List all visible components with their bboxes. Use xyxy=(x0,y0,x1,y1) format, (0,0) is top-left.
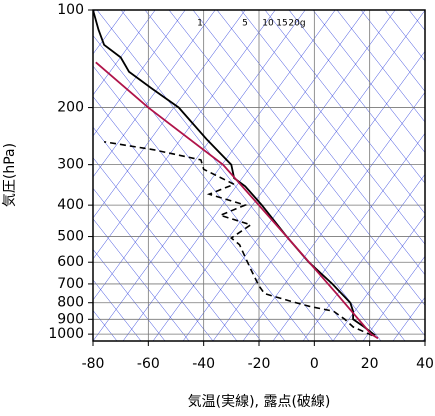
x-tick-label: 0 xyxy=(310,356,319,372)
dry-adiabat xyxy=(240,10,425,245)
moist-line xyxy=(362,255,425,341)
y-tick-label: 700 xyxy=(57,276,84,292)
moist-line xyxy=(93,10,306,301)
moist-line xyxy=(122,10,366,341)
dry-adiabat xyxy=(168,10,425,337)
moist-line xyxy=(93,10,186,137)
x-tick-label: -60 xyxy=(137,356,160,372)
mixing-ratio-label: 20g xyxy=(288,19,305,29)
moist-line xyxy=(272,132,425,341)
dry-adiabat xyxy=(336,10,425,123)
mixing-ratio-label: 5 xyxy=(242,19,248,29)
dry-adiabat xyxy=(93,157,238,341)
dry-adiabat xyxy=(360,10,425,92)
y-tick-label: 900 xyxy=(57,311,84,327)
y-tick-label: 400 xyxy=(57,197,84,213)
dry-adiabat xyxy=(93,248,166,341)
y-tick-label: 800 xyxy=(57,295,84,311)
mixing-ratio-label: 10 xyxy=(262,19,274,29)
profiles xyxy=(93,10,379,340)
x-tick-label: 40 xyxy=(416,356,434,372)
dry-adiabat xyxy=(93,35,334,341)
dry-adiabat xyxy=(96,10,358,341)
dry-adiabat xyxy=(93,96,286,341)
dry-adiabat xyxy=(288,10,425,184)
dry-adiabat xyxy=(120,10,382,341)
profile-line xyxy=(103,141,373,337)
dry-adiabat xyxy=(93,279,142,341)
mixing-ratio-label: 1 xyxy=(197,19,203,29)
dry-adiabat xyxy=(312,10,425,153)
moist-line xyxy=(242,91,425,341)
profile-line xyxy=(95,61,379,340)
plot-frame xyxy=(92,9,426,342)
y-tick-label: 300 xyxy=(57,157,84,173)
moist-line xyxy=(152,10,396,341)
moist-line xyxy=(93,10,216,178)
dry-adiabat xyxy=(93,126,262,341)
x-axis-label: 気温(実線), 露点(破線) xyxy=(188,394,331,410)
moist-line xyxy=(182,10,425,341)
y-tick-label: 500 xyxy=(57,229,84,245)
dry-adiabat xyxy=(93,65,310,341)
dry-adiabat xyxy=(216,10,425,276)
y-tick-label: 200 xyxy=(57,100,84,116)
dry-adiabat xyxy=(408,10,425,31)
x-tick-label: 20 xyxy=(361,356,379,372)
y-tick-label: 600 xyxy=(57,254,84,270)
moist-line xyxy=(302,173,425,341)
x-tick-label: -80 xyxy=(82,356,105,372)
dry-adiabat xyxy=(384,10,425,62)
mixing-ratio-label: 15 xyxy=(276,19,287,29)
moist-line xyxy=(93,10,246,219)
y-tick-label: 100 xyxy=(57,2,84,18)
dry-adiabat xyxy=(93,187,214,341)
dry-adiabat xyxy=(264,10,425,215)
dry-adiabat xyxy=(144,10,406,341)
moist-line xyxy=(93,10,276,260)
x-tick-label: -20 xyxy=(248,356,271,372)
x-tick-label: -40 xyxy=(192,356,215,372)
background-lines xyxy=(93,10,425,341)
moist-line xyxy=(93,10,96,14)
moist-line xyxy=(392,296,425,341)
y-axis-label: 気圧(hPa) xyxy=(2,143,18,207)
moist-line xyxy=(332,214,425,341)
dry-adiabat xyxy=(93,218,190,341)
moist-line xyxy=(212,50,425,341)
dry-adiabat xyxy=(192,10,425,306)
moist-line xyxy=(93,10,336,341)
moist-line xyxy=(93,10,126,55)
y-tick-label: 1000 xyxy=(48,326,84,342)
